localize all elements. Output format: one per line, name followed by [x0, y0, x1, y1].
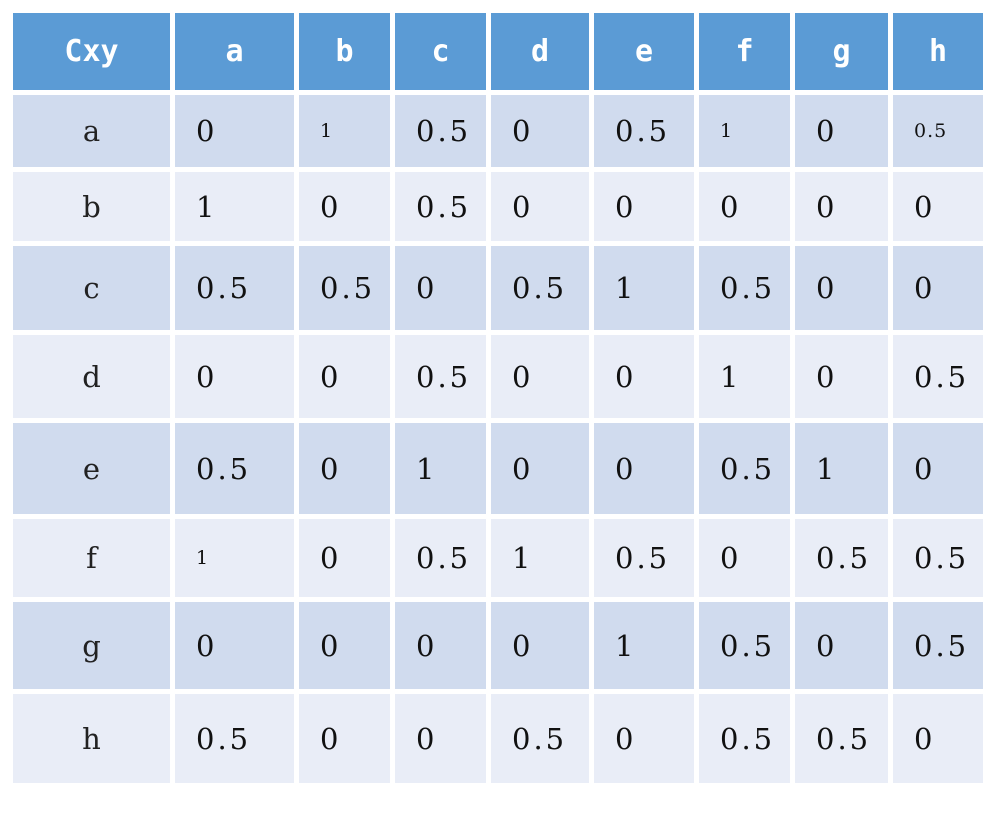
table-cell: 0	[893, 172, 983, 241]
table-cell: 1	[699, 95, 790, 167]
table-cell: 0.5	[594, 519, 694, 597]
table-row-e: e 0.5 0 1 0 0 0.5 1 0	[13, 423, 983, 514]
table-cell: 0	[299, 172, 390, 241]
table-cell: 1	[594, 246, 694, 330]
table-cell: 0	[299, 335, 390, 418]
table-cell: 0	[893, 246, 983, 330]
table-cell: 1	[795, 423, 888, 514]
table-cell: 0.5	[893, 95, 983, 167]
table-cell: 0.5	[893, 602, 983, 689]
table-cell: 0	[795, 602, 888, 689]
table-cell: 0.5	[395, 335, 486, 418]
column-header-e: e	[594, 13, 694, 90]
row-header: c	[13, 246, 170, 330]
table-cell: 0.5	[795, 519, 888, 597]
table-cell: 0.5	[175, 423, 294, 514]
column-header-b: b	[299, 13, 390, 90]
table-cell: 0	[491, 602, 589, 689]
table-cell: 1	[594, 602, 694, 689]
row-header: g	[13, 602, 170, 689]
table-cell: 0	[299, 423, 390, 514]
table-cell: 0.5	[699, 246, 790, 330]
table-row-c: c 0.5 0.5 0 0.5 1 0.5 0 0	[13, 246, 983, 330]
row-header: b	[13, 172, 170, 241]
column-header-h: h	[893, 13, 983, 90]
table-cell: 0.5	[893, 335, 983, 418]
table-cell: 0.5	[175, 694, 294, 783]
table-cell: 0.5	[795, 694, 888, 783]
table-cell: 1	[175, 519, 294, 597]
table-cell: 0	[699, 519, 790, 597]
table-cell: 0.5	[699, 602, 790, 689]
table-cell: 0	[299, 519, 390, 597]
table-cell: 0.5	[699, 694, 790, 783]
table-cell: 0	[795, 95, 888, 167]
table-row-f: f 1 0 0.5 1 0.5 0 0.5 0.5	[13, 519, 983, 597]
table-cell: 0	[175, 602, 294, 689]
table-cell: 0	[795, 335, 888, 418]
table-cell: 0.5	[395, 95, 486, 167]
table-cell: 0	[594, 694, 694, 783]
cxy-matrix-table: Cxy a b c d e f g h a 0 1 0.5 0 0.5 1 0 …	[8, 8, 988, 788]
column-header-d: d	[491, 13, 589, 90]
table-cell: 0	[175, 95, 294, 167]
table-cell: 1	[395, 423, 486, 514]
table-cell: 0	[491, 95, 589, 167]
table-cell: 0.5	[893, 519, 983, 597]
table-cell: 0	[893, 694, 983, 783]
table-cell: 0	[491, 423, 589, 514]
table-cell: 0.5	[491, 246, 589, 330]
table-cell: 0	[795, 172, 888, 241]
column-header-g: g	[795, 13, 888, 90]
table-cell: 0	[395, 602, 486, 689]
table-cell: 0	[893, 423, 983, 514]
table-cell: 1	[699, 335, 790, 418]
table-cell: 1	[175, 172, 294, 241]
column-header-a: a	[175, 13, 294, 90]
row-header: e	[13, 423, 170, 514]
table-cell: 1	[299, 95, 390, 167]
table-cell: 0	[491, 172, 589, 241]
table-cell: 0	[594, 335, 694, 418]
table-cell: 0	[795, 246, 888, 330]
table-cell: 0	[175, 335, 294, 418]
table-cell: 0	[594, 423, 694, 514]
table-row-d: d 0 0 0.5 0 0 1 0 0.5	[13, 335, 983, 418]
column-header-c: c	[395, 13, 486, 90]
table-row-a: a 0 1 0.5 0 0.5 1 0 0.5	[13, 95, 983, 167]
table-cell: 0.5	[594, 95, 694, 167]
table-cell: 0	[395, 694, 486, 783]
table-cell: 0	[491, 335, 589, 418]
table-cell: 0.5	[395, 172, 486, 241]
table-cell: 0.5	[491, 694, 589, 783]
column-header-f: f	[699, 13, 790, 90]
header-row: Cxy a b c d e f g h	[13, 13, 983, 90]
table-row-g: g 0 0 0 0 1 0.5 0 0.5	[13, 602, 983, 689]
table-cell: 0	[699, 172, 790, 241]
table-cell: 0	[395, 246, 486, 330]
row-header: d	[13, 335, 170, 418]
table-cell: 0	[594, 172, 694, 241]
table-cell: 0	[299, 694, 390, 783]
row-header: a	[13, 95, 170, 167]
row-header: f	[13, 519, 170, 597]
table-cell: 0	[299, 602, 390, 689]
corner-header: Cxy	[13, 13, 170, 90]
row-header: h	[13, 694, 170, 783]
table-cell: 0.5	[299, 246, 390, 330]
table-cell: 0.5	[395, 519, 486, 597]
table-cell: 1	[491, 519, 589, 597]
table-cell: 0.5	[699, 423, 790, 514]
table-row-b: b 1 0 0.5 0 0 0 0 0	[13, 172, 983, 241]
table-row-h: h 0.5 0 0 0.5 0 0.5 0.5 0	[13, 694, 983, 783]
table-cell: 0.5	[175, 246, 294, 330]
